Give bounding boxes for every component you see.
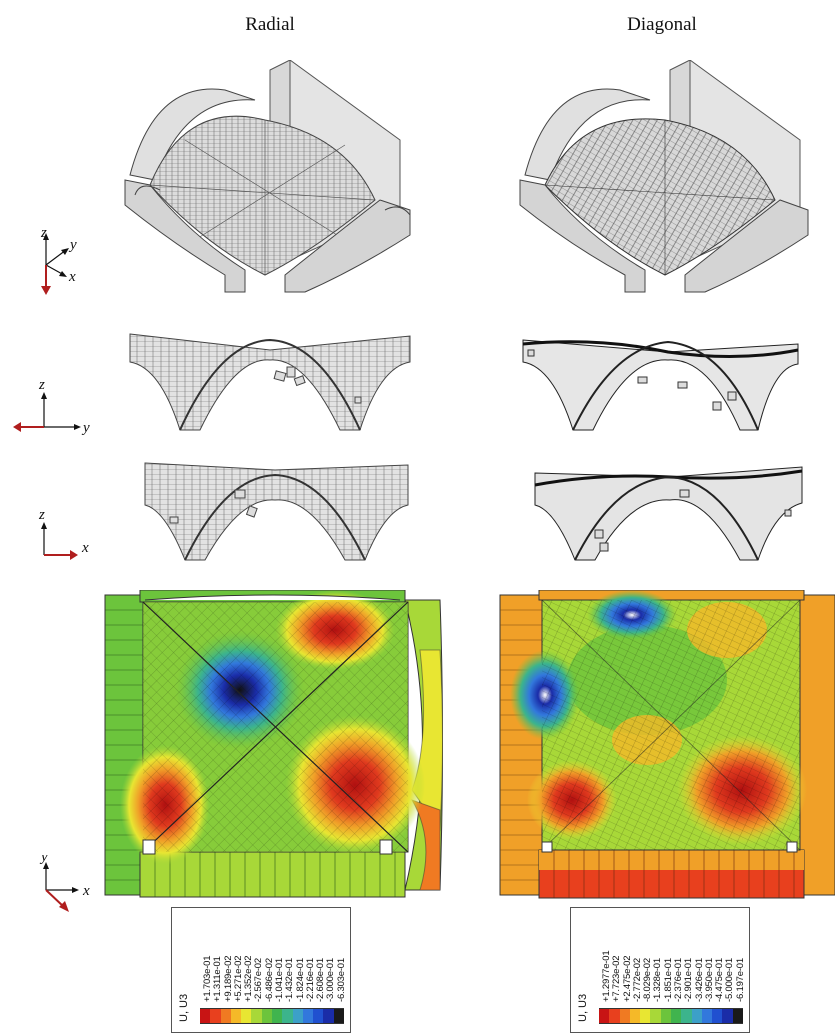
legend-value: -2.901e-01 [683,958,695,1002]
legend-variable: U, U3 [577,993,589,1022]
legend-swatch [712,1008,723,1024]
legend-swatch [650,1008,662,1024]
legend-swatch [323,1008,335,1024]
legend-value: -1.824e-01 [294,958,306,1002]
legend-swatch [220,1008,232,1024]
axis-label-x: x [81,540,89,556]
front-axis-triad: z y [13,377,90,436]
legend-swatch [722,1008,734,1024]
legend-swatch [210,1008,222,1024]
legend-radial: U, U3 +1.703e-01 +1.311e-01 +9.189e-02 +5.27… [171,907,351,1033]
legend-swatch [609,1008,621,1024]
legend-swatch [681,1008,693,1024]
legend-value: -1.328e-01 [652,958,664,1002]
legend-swatch [629,1008,641,1024]
legend-swatch [701,1008,713,1024]
legend-swatch [640,1008,651,1024]
legend-swatch [313,1008,324,1024]
legend-value: -6.197e-01 [734,958,746,1002]
legend-swatch [660,1008,672,1024]
axis-label-y: y [39,855,48,865]
diagonal-front-elevation [522,339,799,431]
radial-iso-vault [124,60,411,293]
axis-label-y: y [68,237,77,253]
axis-label-z: z [40,225,47,241]
legend-value: -6.303e-01 [335,958,347,1002]
legend-swatch [691,1008,703,1024]
legend-diagonal: U, U3 +1.2977e-01 +7.723e-02 +2.475e-02 -2.7… [570,907,750,1033]
diagonal-iso-vault [519,60,809,293]
legend-value: +9.189e-02 [222,955,234,1002]
legend-value: -1.432e-01 [284,958,296,1002]
legend-value: -3.426e-01 [693,958,705,1002]
legend-swatch [619,1008,631,1024]
legend-swatch [261,1008,273,1024]
radial-contour-plan [104,590,443,898]
legend-swatch [732,1008,744,1024]
legend-swatch [302,1008,314,1024]
legend-value: +7.723e-02 [611,955,623,1002]
legend-swatch [251,1008,263,1024]
axis-label-y: y [81,420,90,436]
side-axis-triad: z x [38,507,89,560]
legend-swatch [200,1008,211,1024]
diagonal-contour-plan [499,590,835,899]
legend-swatch [241,1008,252,1024]
plan-axis-triad: y x [39,855,90,912]
legend-value: -5.000e-01 [724,958,736,1002]
legend-swatch [599,1008,610,1024]
diagonal-side-elevation [534,466,803,561]
legend-variable: U, U3 [178,993,190,1022]
radial-front-elevation [129,333,411,431]
legend-swatch [282,1008,294,1024]
legend-swatch [671,1008,682,1024]
legend-swatch [333,1008,345,1024]
axis-label-z: z [38,377,45,393]
legend-value: +2.475e-02 [621,955,633,1002]
column-title-diagonal: Diagonal [627,14,697,35]
iso-axis-triad: z y x [40,225,77,295]
radial-side-elevation [144,462,409,561]
legend-swatch [292,1008,304,1024]
axis-label-x: x [82,883,90,899]
legend-value: +1.311e-01 [212,956,224,1002]
column-title-radial: Radial [245,14,295,35]
axis-label-z: z [38,507,45,523]
axis-label-x: x [68,269,76,285]
legend-value: -2.567e-02 [253,958,265,1002]
legend-swatch [272,1008,283,1024]
legend-value: -3.000e-01 [325,958,337,1002]
legend-swatch [230,1008,242,1024]
